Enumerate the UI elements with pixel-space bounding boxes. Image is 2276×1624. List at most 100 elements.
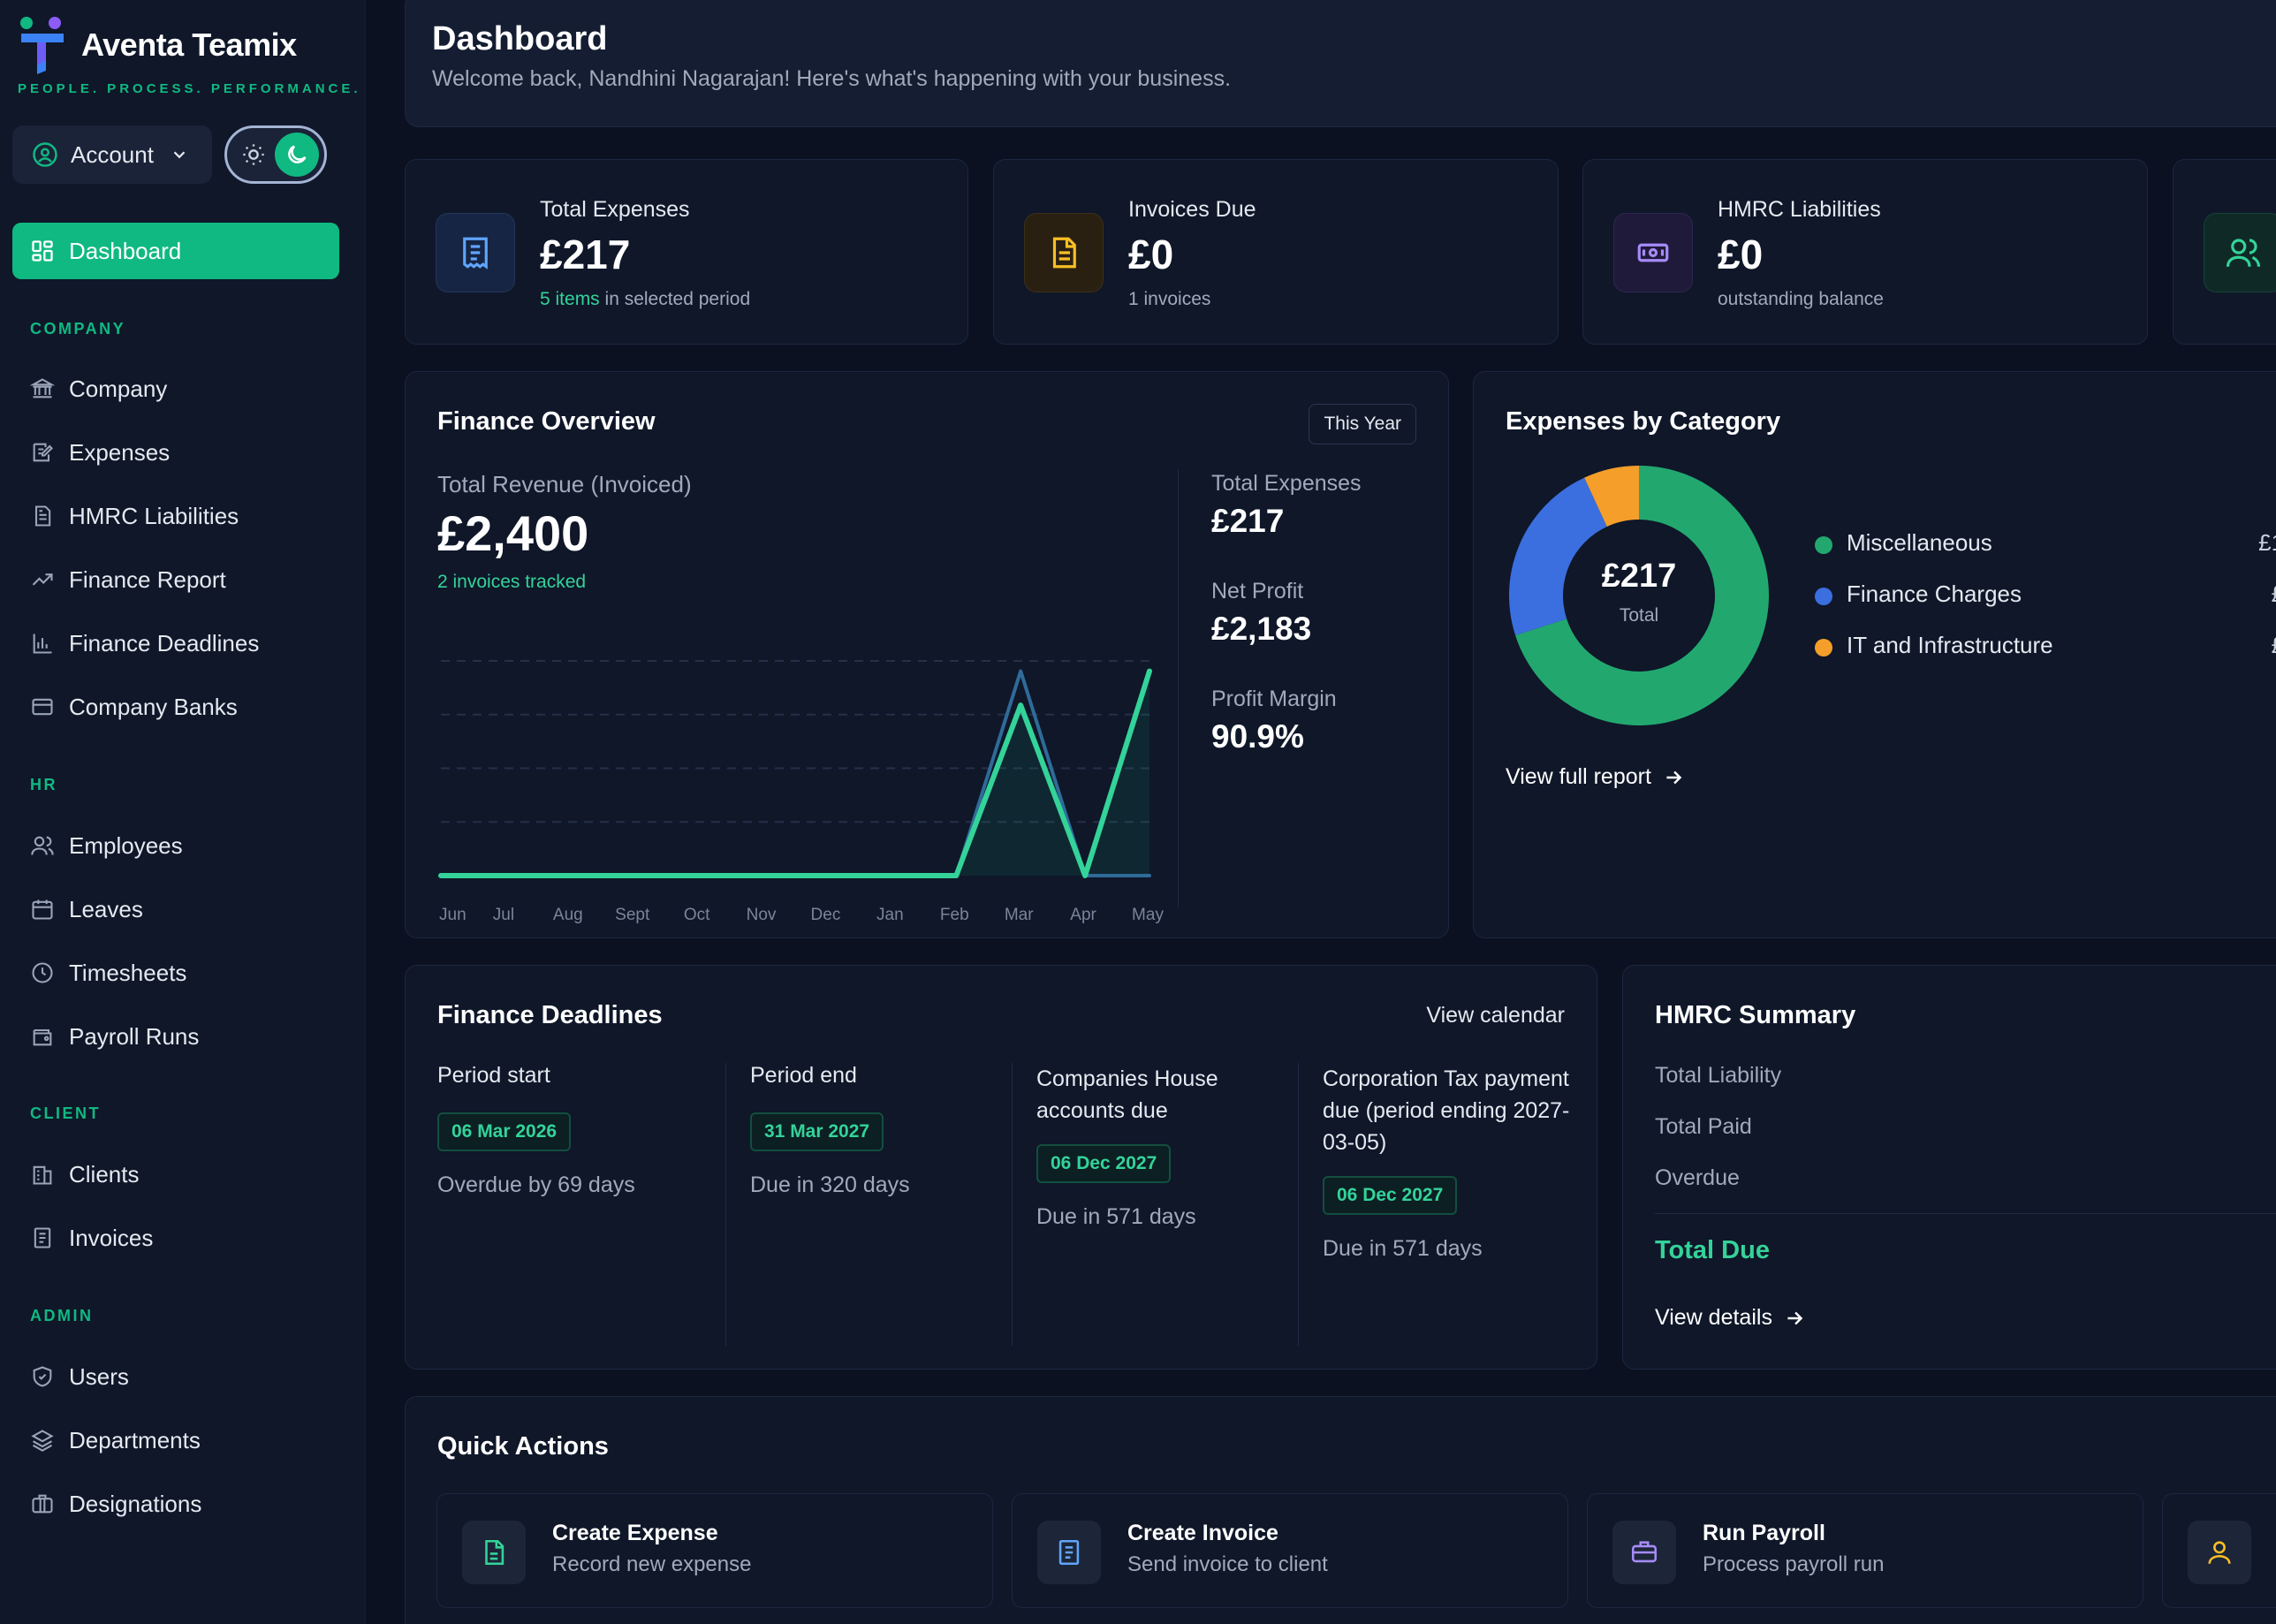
period-select-label: This Year xyxy=(1324,414,1401,434)
revenue-sub: 2 invoices tracked xyxy=(437,572,587,592)
x-tick-label: Mar xyxy=(1005,906,1034,924)
finance-deadlines-card: Finance Deadlines View calendar Period s… xyxy=(405,965,1597,1370)
quick-action-title: Create Invoice xyxy=(1127,1521,1278,1545)
deadline-date-badge: 06 Mar 2026 xyxy=(437,1112,572,1151)
sidebar-item-label: Finance Deadlines xyxy=(69,629,260,656)
metric-value: £2,183 xyxy=(1211,611,1312,647)
stat-card-employees[interactable] xyxy=(2173,159,2276,345)
sidebar-item-label: Dashboard xyxy=(69,237,182,264)
sidebar-item-label: Timesheets xyxy=(69,959,187,986)
metric-label: Net Profit xyxy=(1211,579,1304,603)
sidebar-item-dashboard[interactable]: Dashboard xyxy=(12,223,339,279)
x-tick-label: Jan xyxy=(876,906,904,924)
hmrc-summary-title: HMRC Summary xyxy=(1655,1001,1856,1029)
stat-label: Total Expenses xyxy=(540,197,690,222)
legend-amount: £50 xyxy=(2080,581,2276,608)
sidebar-item-finance-deadlines[interactable]: Finance Deadlines xyxy=(30,626,259,661)
stat-sub: outstanding balance xyxy=(1718,289,1884,309)
x-tick-label: May xyxy=(1132,906,1164,924)
deadline-status: Due in 320 days xyxy=(750,1172,910,1197)
clock-icon xyxy=(32,962,53,983)
legend-dot xyxy=(1815,588,1832,605)
period-select[interactable]: This Year xyxy=(1309,404,1416,444)
quick-action-sub: Send invoice to client xyxy=(1127,1552,1328,1576)
users-icon xyxy=(2204,213,2276,292)
quick-action-sub: Record new expense xyxy=(552,1552,752,1576)
donut-slice-0[interactable] xyxy=(1515,466,1769,725)
view-calendar-link[interactable]: View calendar xyxy=(1426,1003,1565,1028)
sidebar-item-departments[interactable]: Departments xyxy=(30,1423,201,1458)
stat-card-total-expenses[interactable]: Total Expenses £217 5 items in selected … xyxy=(405,159,968,345)
view-details-link[interactable]: View details xyxy=(1655,1305,1806,1331)
bar-chart-icon xyxy=(33,634,52,654)
create-invoice-button[interactable]: Create Invoice Send invoice to client xyxy=(1012,1493,1568,1608)
divider xyxy=(1012,1063,1013,1346)
expenses-donut-chart xyxy=(1509,466,1769,725)
chevron-down-icon xyxy=(173,151,186,159)
metric-value: 90.9% xyxy=(1211,718,1304,755)
stat-label: Invoices Due xyxy=(1128,197,1256,222)
divider xyxy=(725,1063,726,1346)
arrow-right-icon xyxy=(1666,770,1682,784)
donut-slice-2[interactable] xyxy=(1584,466,1639,527)
quick-action-sub: Process payroll run xyxy=(1703,1552,1885,1576)
users-icon xyxy=(31,836,54,855)
user-icon xyxy=(2188,1521,2251,1584)
stat-sub-highlight: 5 items xyxy=(540,289,600,309)
deadline-status: Due in 571 days xyxy=(1323,1236,1483,1261)
brand-name: Aventa Teamix xyxy=(81,27,297,63)
view-full-report-link[interactable]: View full report xyxy=(1506,764,1685,790)
revenue-value: £2,400 xyxy=(437,505,589,561)
sidebar-item-invoices[interactable]: Invoices xyxy=(30,1220,153,1256)
stat-card-hmrc-liabilities[interactable]: HMRC Liabilities £0 outstanding balance xyxy=(1582,159,2148,345)
finance-deadlines-title: Finance Deadlines xyxy=(437,1001,663,1029)
sidebar-item-designations[interactable]: Designations xyxy=(30,1486,201,1522)
theme-toggle[interactable] xyxy=(224,125,327,184)
sidebar-item-clients[interactable]: Clients xyxy=(30,1157,139,1192)
create-expense-button[interactable]: Create Expense Record new expense xyxy=(436,1493,993,1608)
expenses-category-card: Expenses by Category £217 Total Miscella… xyxy=(1473,371,2276,938)
finance-line-chart: Jun Jul Aug Sept Oct Nov Dec Jan Feb Mar Apr May xyxy=(438,660,1164,924)
hmrc-summary-card: HMRC Summary Total Liability Total Paid … xyxy=(1622,965,2276,1370)
sidebar-item-timesheets[interactable]: Timesheets xyxy=(30,955,186,990)
deadline-date-badge: 31 Mar 2027 xyxy=(750,1112,884,1151)
moon-icon xyxy=(288,145,307,163)
sidebar-item-payroll-runs[interactable]: Payroll Runs xyxy=(30,1019,199,1054)
account-button[interactable]: Account xyxy=(12,125,212,184)
link-label: View details xyxy=(1655,1305,1772,1330)
series-line-1 xyxy=(438,668,1152,878)
finance-overview-card: Finance Overview This Year Total Revenue… xyxy=(405,371,1449,938)
briefcase-icon xyxy=(32,1494,53,1514)
sidebar-item-label: Clients xyxy=(69,1160,140,1188)
stat-sub-text: in selected period xyxy=(599,289,751,309)
building-icon xyxy=(33,1165,52,1185)
sidebar-item-finance-report[interactable]: Finance Report xyxy=(30,562,226,597)
theme-knob xyxy=(275,133,319,177)
run-payroll-button[interactable]: Run Payroll Process payroll run xyxy=(1587,1493,2143,1608)
cash-icon xyxy=(1613,213,1693,292)
x-tick-label: Apr xyxy=(1070,906,1096,924)
sidebar-item-label: Expenses xyxy=(69,438,171,466)
sidebar-item-leaves[interactable]: Leaves xyxy=(30,892,143,927)
metric-label: Total Expenses xyxy=(1211,471,1362,496)
donut-slice-1[interactable] xyxy=(1509,477,1607,636)
quick-action-title: Run Payroll xyxy=(1703,1521,1825,1545)
stat-card-invoices-due[interactable]: Invoices Due £0 1 invoices xyxy=(993,159,1559,345)
deadline-label: Period end xyxy=(750,1063,857,1088)
sidebar-item-company[interactable]: Company xyxy=(30,371,167,406)
sidebar-item-users[interactable]: Users xyxy=(30,1359,129,1394)
deadline-label: Corporation Tax payment due (period endi… xyxy=(1323,1066,1570,1155)
sidebar-item-expenses[interactable]: Expenses xyxy=(30,435,170,470)
brand[interactable]: Aventa Teamix xyxy=(18,16,297,74)
sidebar-item-label: Employees xyxy=(69,831,183,859)
sidebar-item-company-banks[interactable]: Company Banks xyxy=(30,689,238,725)
sidebar-item-hmrc-liabilities[interactable]: HMRC Liabilities xyxy=(30,498,239,534)
invoice-icon xyxy=(1037,1521,1101,1584)
arrow-right-icon xyxy=(1787,1311,1803,1324)
stat-value: £217 xyxy=(540,231,631,277)
deadline-label: Period start xyxy=(437,1063,550,1088)
stat-value: £0 xyxy=(1128,231,1174,277)
add-employee-button[interactable] xyxy=(2162,1493,2276,1608)
x-tick-label: Oct xyxy=(684,906,710,924)
sidebar-item-employees[interactable]: Employees xyxy=(30,828,183,863)
